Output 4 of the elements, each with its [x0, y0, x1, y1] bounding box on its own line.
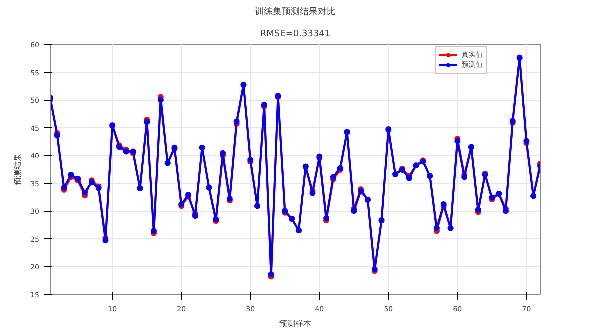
chart-title: 训练集预测结果对比 [255, 6, 336, 18]
y-axis-title: 预测结果 [14, 154, 23, 186]
x-axis-title: 预测样本 [280, 320, 312, 328]
chart-subtitle: RMSE=0.33341 [260, 30, 331, 40]
